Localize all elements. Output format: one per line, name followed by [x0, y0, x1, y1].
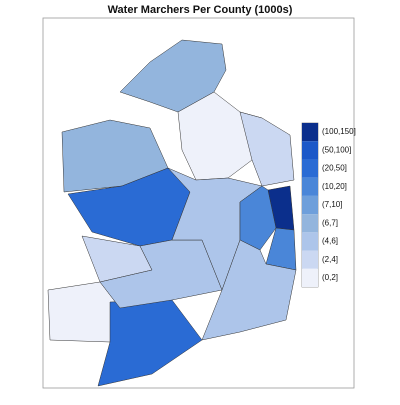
county: [119, 39, 227, 113]
legend-label: (10,20]: [322, 182, 347, 191]
legend-swatch: [302, 250, 318, 269]
legend-label: (2,4]: [322, 255, 338, 264]
county: [201, 239, 297, 341]
chart-title: Water Marchers Per County (1000s): [108, 4, 293, 16]
county: [239, 111, 295, 187]
legend-label: (0,2]: [322, 273, 338, 282]
legend-label: (50,100]: [322, 145, 351, 154]
legend-label: (6,7]: [322, 218, 338, 227]
legend-swatch: [302, 141, 318, 160]
legend-swatch: [302, 159, 318, 178]
map-regions: [47, 39, 297, 387]
legend-swatch: [302, 123, 318, 142]
legend-swatch: [302, 232, 318, 251]
legend-label: (100,150]: [322, 127, 356, 136]
legend-label: (4,6]: [322, 237, 338, 246]
legend-swatch: [302, 177, 318, 196]
legend-swatch: [302, 214, 318, 233]
legend-swatch: [302, 195, 318, 215]
legend-swatch: [302, 268, 318, 287]
legend-label: (7,10]: [322, 200, 342, 209]
legend-label: (20,50]: [322, 164, 347, 173]
